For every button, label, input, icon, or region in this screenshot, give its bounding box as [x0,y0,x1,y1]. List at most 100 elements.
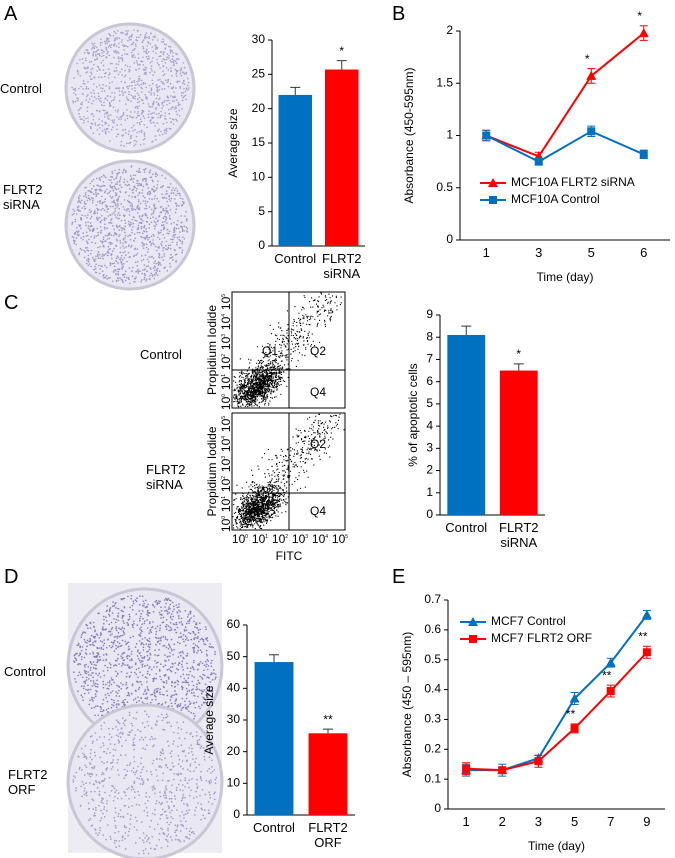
y-tick-label: 3 [426,441,433,455]
tick-base: 10 [219,296,233,310]
significance-mark: * [339,44,344,58]
flow-y-tick-label: 105 [219,416,233,432]
tick-base: 10 [219,336,233,350]
x-tick-label: Control [253,820,295,835]
tick-base: 10 [219,418,233,432]
y-tick-label: 8 [426,329,433,343]
bar [447,335,486,515]
point [586,70,597,80]
gate-label: Q2 [310,344,326,358]
gate-label: Q2 [310,437,326,451]
flow-y-tick-label: 100 [219,516,233,532]
y-tick-label: 0.4 [424,682,441,696]
colony-dots [71,165,189,285]
tick-exponent: 5 [221,294,227,297]
significance-mark: * [637,9,642,23]
series-line [485,32,645,158]
y-axis-label: Average size [202,685,216,754]
significance-mark: ** [566,707,576,721]
panel-letter: B [392,3,406,25]
y-tick-label: 5 [258,204,265,218]
y-tick-label: 0 [426,507,433,521]
y-tick-label: 2 [446,23,453,37]
point [639,150,648,159]
flow-y-tick-label: 101 [219,496,233,512]
x-tick-label: 3 [535,245,543,260]
y-tick-label: 0 [258,238,265,252]
flow-y-tick-label: 105 [219,294,233,310]
y-axis-label: Absorbance (450-595nm) [402,67,416,203]
flow-y-tick-label: 102 [219,476,233,492]
tick-base: 10 [232,532,246,546]
x-tick-label: Control [274,251,317,266]
x-axis-label: Time (day) [528,839,585,853]
tick-base: 10 [272,532,286,546]
tick-exponent: 2 [221,354,227,357]
significance-mark: ** [602,668,612,682]
flow-dots [232,292,342,408]
error-bar [323,728,333,734]
dish [66,703,224,858]
flow-x-label: FITC [276,549,303,563]
y-tick-label: 0 [233,807,240,821]
row-label: Control [0,81,42,96]
y-tick-label: 6 [426,374,433,388]
significance-mark: * [585,52,590,66]
gate-label: Q4 [310,504,326,518]
row-label: FLRT2 ORF [8,767,48,797]
x-tick-label: 3 [534,814,543,829]
tick-base: 10 [292,532,306,546]
y-tick-label: 10 [227,776,241,790]
tick-exponent: 4 [325,534,328,540]
x-tick-label: FLRT2 siRNA [322,251,362,281]
x-tick-label: Control [445,520,488,535]
point [498,766,507,775]
y-tick-label: 0.3 [424,712,441,726]
y-tick-label: 1 [446,128,453,142]
flow-x-tick-label: 104 [312,532,328,546]
error-bar [336,60,347,70]
panel-letter: A [4,3,18,25]
row-label: Control [140,347,182,362]
y-axis-label: Absorbance (450 – 595nm) [400,632,414,777]
panel-letter: C [4,292,19,314]
dish [64,22,196,154]
tick-base: 10 [219,478,233,492]
point [482,131,491,140]
flow-y-label: Propidium Iodide [205,426,219,516]
y-tick-label: 0.5 [424,652,441,666]
point [488,178,498,187]
error-bar [513,363,524,371]
tick-base: 10 [219,438,233,452]
x-tick-label: 1 [482,245,490,260]
x-axis-label: Time (day) [537,270,594,284]
x-tick-label: FLRT2 siRNA [499,520,539,550]
series-line [466,651,648,772]
y-tick-label: 30 [227,712,241,726]
error-bar [461,325,472,335]
tick-exponent: 1 [221,374,227,377]
flow-x-tick-label: 101 [252,532,268,546]
point [468,617,478,626]
legend-label: MCF10A Control [511,192,600,206]
flow-dots [232,413,345,530]
y-tick-label: 0.5 [436,180,453,194]
row-label: Control [4,664,46,679]
x-tick-label: 6 [640,245,648,260]
bar [308,733,348,815]
significance-mark: ** [638,629,648,643]
tick-base: 10 [252,532,266,546]
x-tick-label: 1 [462,814,470,829]
x-tick-label: 9 [643,814,651,829]
y-tick-label: 30 [252,32,266,46]
point [605,657,616,667]
y-tick-label: 0 [446,232,453,246]
point [638,28,649,38]
tick-base: 10 [219,316,233,330]
colony-dots [71,29,190,147]
point [534,157,543,166]
error-bar [290,86,301,95]
flow-y-tick-label: 104 [219,436,233,452]
tick-base: 10 [219,518,233,532]
